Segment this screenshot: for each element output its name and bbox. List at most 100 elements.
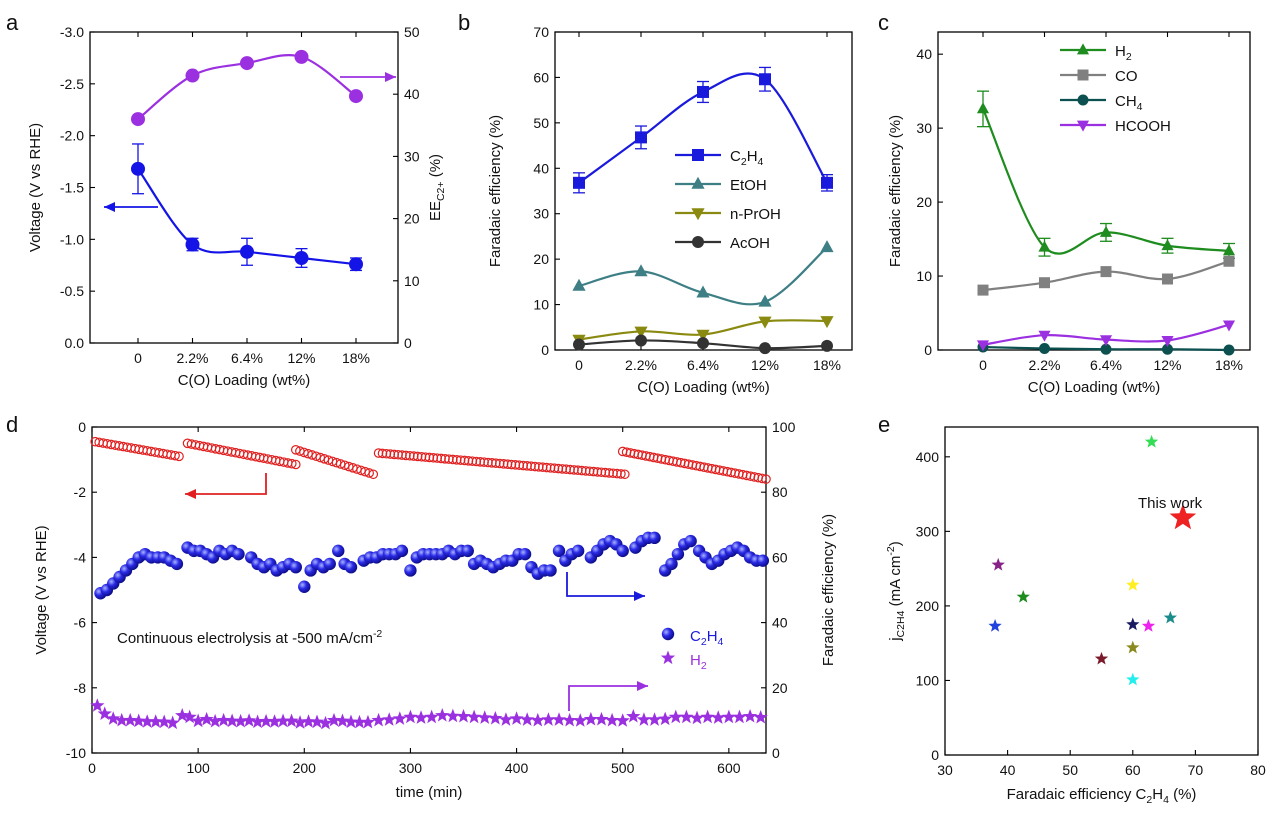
panel-a-point	[240, 56, 254, 71]
panel-d-voltage-point	[616, 469, 626, 479]
panel-d-star-point	[742, 708, 758, 723]
panel-a-arrow-left-head	[104, 202, 115, 212]
panel-a-left-ytick-label: -2.0	[60, 128, 84, 144]
panel-d-star-point	[456, 708, 471, 723]
panel-d-voltage-point	[286, 458, 297, 469]
panel-b-ytick-label: 60	[533, 69, 549, 85]
panel-b-point	[759, 73, 771, 86]
panel-b-point	[634, 326, 648, 339]
panel-d-star-point	[594, 711, 609, 726]
panel-e-point	[1144, 434, 1159, 448]
panel-d-star-point	[562, 712, 577, 727]
panel-e: 30 40 50 60 70 80 0 100 200 300 400 Faradaic effici…	[885, 426, 1266, 806]
panel-b-ytick-label: 10	[533, 297, 549, 313]
panel-d-star-point	[326, 712, 342, 727]
panel-d-star-point	[382, 712, 397, 726]
panel-d-star-point	[371, 712, 386, 727]
panel-c-legend-marker	[1077, 94, 1089, 106]
panel-b-legend-label: C2H4	[730, 148, 764, 168]
panel-c-series-0-line	[981, 108, 1230, 255]
panel-d-star-point	[573, 713, 588, 727]
panel-c-point	[1038, 330, 1051, 342]
panel-a-left-ytick-label: 0.0	[65, 335, 85, 351]
panel-b-ytick-label: 30	[533, 206, 549, 222]
panel-d-star-point	[753, 709, 768, 724]
panel-e-ytick-label: 0	[931, 747, 939, 763]
panel-e-point	[1163, 610, 1178, 624]
panel-d-star-point	[626, 708, 641, 723]
panel-d-sphere-point	[344, 560, 358, 574]
panel-d-legend-label-c2h4: C2H4	[690, 628, 724, 648]
panel-d-star-point	[679, 709, 694, 724]
panel-a: 0 2.2% 6.4% 12% 18% C(O) Loading (wt%) 0.0 -0.5…	[27, 24, 447, 389]
panel-d-ytick-label: -2	[74, 484, 87, 500]
panel-d-star-point	[700, 709, 715, 724]
panel-a-xtick-label: 18%	[342, 350, 370, 366]
panel-d-star-point	[392, 711, 407, 725]
panel-d-ylabel-right: Faradaic efficiency (%)	[820, 514, 837, 666]
panel-b-ytick-label: 50	[533, 115, 549, 131]
panel-d-frame	[91, 426, 767, 754]
panel-d-star-point	[551, 712, 567, 726]
panel-d-sphere-point	[395, 544, 409, 558]
panel-a-left-ytick-label: -3.0	[60, 24, 84, 40]
panel-d-sphere-point	[232, 547, 245, 561]
panel-a-point	[185, 237, 200, 252]
panel-c-point	[1100, 266, 1112, 278]
panel-d-arrow-c2h4-head	[634, 591, 645, 601]
panel-b-ylabel: Faradaic efficiency (%)	[487, 115, 504, 267]
panel-d-voltage-point	[368, 469, 379, 480]
panel-a-xlabel: C(O) Loading (wt%)	[178, 372, 311, 389]
panel-d-sphere-point	[648, 531, 661, 545]
panel-d-star-point	[732, 709, 747, 724]
panel-d-sphere-point	[671, 547, 685, 561]
panel-d-star-point	[424, 709, 439, 724]
panel-d-star-point	[477, 710, 492, 724]
panel-b-point	[758, 294, 772, 307]
panel-d-ytick-label: -4	[74, 549, 87, 565]
panel-a-frame	[89, 31, 399, 344]
panel-d-star-point	[114, 712, 129, 727]
panel-c-point	[976, 340, 990, 352]
panel-a-xtick-label: 6.4%	[231, 350, 263, 366]
panel-e-point	[1126, 640, 1140, 654]
panel-b-point	[634, 264, 648, 277]
panel-b-point	[697, 85, 709, 98]
panel-a-point	[185, 68, 200, 83]
panel-c-point	[1038, 240, 1051, 252]
panel-a-right-ytick-label: 50	[404, 24, 420, 40]
panel-d-star-point	[175, 708, 190, 722]
panel-a-right-ytick-label: 20	[404, 211, 420, 227]
panel-b-xtick-label: 0	[575, 357, 583, 373]
panel-a-point	[349, 89, 363, 104]
panel-d-xlabel: time (min)	[396, 784, 463, 801]
panel-c-legend-marker	[1076, 43, 1090, 55]
panel-c-point	[1161, 239, 1174, 251]
panel-a-ylabel-right: EEC2+ (%)	[427, 154, 447, 221]
panel-d-star-point	[668, 709, 683, 724]
panel-e-xtick-label: 80	[1250, 762, 1266, 778]
panel-b-ytick-label: 20	[533, 251, 549, 267]
panel-c-point	[1161, 335, 1174, 347]
panel-a-point	[240, 244, 254, 259]
panel-e-this-work-point	[1169, 503, 1197, 530]
panel-d-star-point	[615, 713, 630, 727]
panel-c-point	[1222, 244, 1236, 256]
panel-c-ytick-label: 20	[916, 194, 932, 210]
panel-d-sphere-point	[332, 544, 345, 558]
panel-d-arrow-voltage-head	[185, 489, 196, 499]
panel-c-ylabel: Faradaic efficiency (%)	[887, 115, 904, 267]
panel-letter-a: a	[6, 10, 19, 35]
panel-d-sphere-point	[170, 557, 184, 571]
panel-c-xtick-label: 18%	[1215, 357, 1243, 373]
panel-e-point	[1016, 589, 1030, 603]
panel-d-star-point	[445, 708, 461, 723]
panel-b-xlabel: C(O) Loading (wt%)	[637, 379, 770, 396]
panel-c-ytick-label: 0	[924, 342, 932, 358]
panel-e-point	[991, 557, 1005, 571]
panel-d-star-point	[148, 714, 163, 728]
panel-d-star-point	[403, 709, 418, 724]
panel-d-voltage-point	[364, 468, 374, 478]
panel-d-voltage-point	[761, 474, 771, 484]
